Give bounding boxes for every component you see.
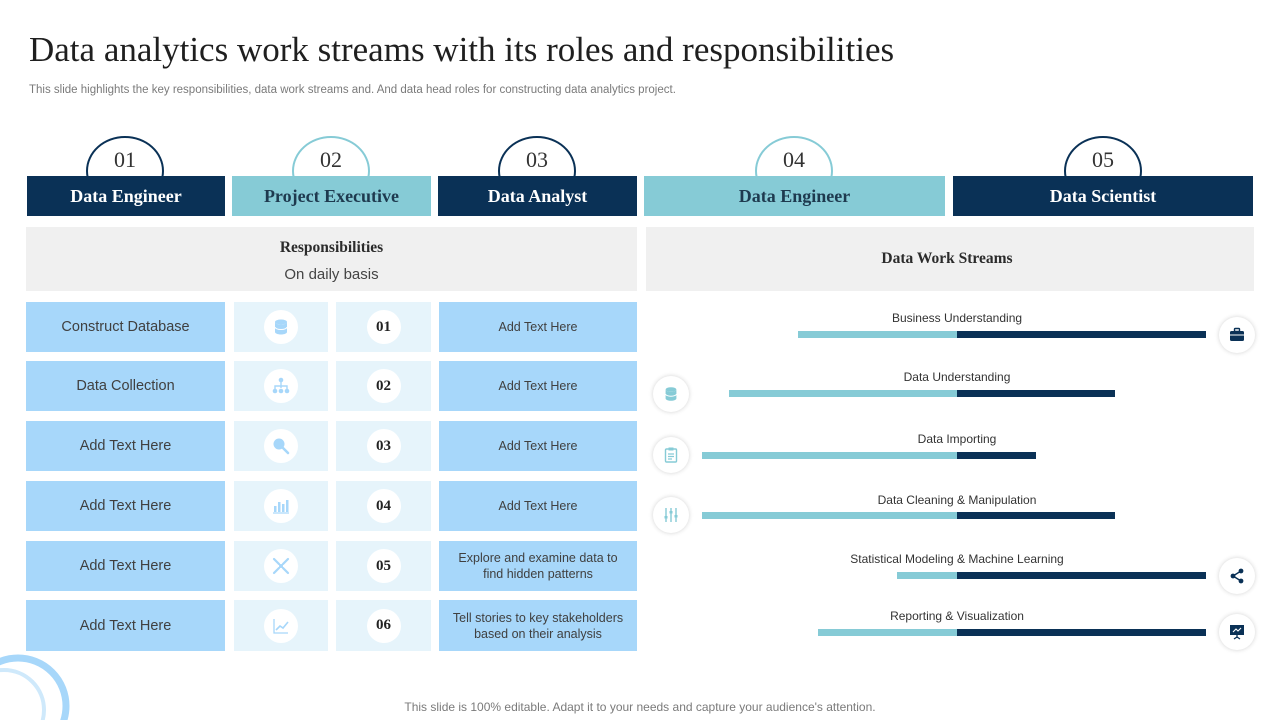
responsibilities-title: Responsibilities xyxy=(279,239,384,256)
detail-cell: Add Text Here xyxy=(439,361,637,411)
stream-bar-right xyxy=(957,390,1115,397)
number-cell: 01 xyxy=(336,302,431,352)
footer-note: This slide is 100% editable. Adapt it to… xyxy=(404,700,876,714)
briefcase-icon xyxy=(1219,317,1255,353)
number-cell: 03 xyxy=(336,421,431,471)
icon-cell xyxy=(234,361,328,411)
role-project-executive: Project Executive xyxy=(232,176,431,216)
detail-cell: Add Text Here xyxy=(439,481,637,531)
database-icon xyxy=(653,376,689,412)
stream-bar-left xyxy=(702,452,957,459)
stream-bar-right xyxy=(957,629,1206,636)
sliders-icon xyxy=(653,497,689,533)
stream-label: Reporting & Visualization xyxy=(890,609,1024,623)
detail-cell: Add Text Here xyxy=(439,421,637,471)
page-subtitle: This slide highlights the key responsibi… xyxy=(29,84,676,96)
task-cell: Add Text Here xyxy=(26,600,225,651)
work-streams-title: Data Work Streams xyxy=(881,250,1013,267)
number-cell: 02 xyxy=(336,361,431,411)
clipboard-icon xyxy=(653,437,689,473)
role-number: 03 xyxy=(526,147,548,172)
presentation-icon xyxy=(1219,614,1255,650)
number-cell: 05 xyxy=(336,541,431,591)
hierarchy-icon xyxy=(264,369,298,403)
row-number: 03 xyxy=(366,429,401,463)
detail-cell: Tell stories to key stakeholders based o… xyxy=(439,600,637,651)
task-cell: Add Text Here xyxy=(26,541,225,591)
icon-cell xyxy=(234,421,328,471)
row-number: 05 xyxy=(366,549,401,583)
responsibilities-header: Responsibilities On daily basis xyxy=(26,227,637,291)
role-number: 01 xyxy=(114,147,136,172)
stream-bar-right xyxy=(957,452,1036,459)
page-title: Data analytics work streams with its rol… xyxy=(29,30,895,69)
role-data-engineer: Data Engineer xyxy=(27,176,225,216)
task-cell: Data Collection xyxy=(26,361,225,411)
task-cell: Add Text Here xyxy=(26,421,225,471)
trend-line-icon xyxy=(264,608,298,643)
icon-cell xyxy=(234,302,328,352)
role-data-scientist: Data Scientist xyxy=(953,176,1253,216)
bar-chart-icon xyxy=(264,489,298,523)
stream-bar-left xyxy=(729,390,957,397)
row-number: 01 xyxy=(366,310,401,344)
number-cell: 06 xyxy=(336,600,431,651)
icon-cell xyxy=(234,600,328,651)
stream-bar-right xyxy=(957,331,1206,338)
stream-bar-right xyxy=(957,572,1206,579)
work-streams-header: Data Work Streams xyxy=(646,227,1254,291)
stream-bar-left xyxy=(818,629,957,636)
stream-label: Statistical Modeling & Machine Learning xyxy=(850,552,1064,566)
icon-cell xyxy=(234,541,328,591)
number-cell: 04 xyxy=(336,481,431,531)
decorative-rings xyxy=(0,654,70,720)
stream-label: Data Understanding xyxy=(903,370,1011,384)
role-number: 05 xyxy=(1092,147,1114,172)
detail-cell: Add Text Here xyxy=(439,302,637,352)
search-icon xyxy=(264,429,298,463)
explore-arrows-icon xyxy=(264,549,298,583)
row-number: 06 xyxy=(366,608,401,643)
stream-label: Business Understanding xyxy=(891,311,1023,325)
row-number: 02 xyxy=(366,369,401,403)
stream-bar-right xyxy=(957,512,1115,519)
role-number: 02 xyxy=(320,147,342,172)
stream-label: Data Cleaning & Manipulation xyxy=(877,493,1037,507)
stream-bar-left xyxy=(702,512,957,519)
database-icon xyxy=(264,310,298,344)
detail-cell: Explore and examine data to find hidden … xyxy=(439,541,637,591)
stream-bar-left xyxy=(798,331,957,338)
role-data-analyst: Data Analyst xyxy=(438,176,637,216)
icon-cell xyxy=(234,481,328,531)
row-number: 04 xyxy=(366,489,401,523)
stream-bar-left xyxy=(897,572,957,579)
role-data-engineer-2: Data Engineer xyxy=(644,176,945,216)
role-number: 04 xyxy=(783,147,805,172)
share-icon xyxy=(1219,558,1255,594)
task-cell: Construct Database xyxy=(26,302,225,352)
task-cell: Add Text Here xyxy=(26,481,225,531)
responsibilities-subtitle: On daily basis xyxy=(284,266,379,283)
stream-label: Data Importing xyxy=(917,432,997,446)
